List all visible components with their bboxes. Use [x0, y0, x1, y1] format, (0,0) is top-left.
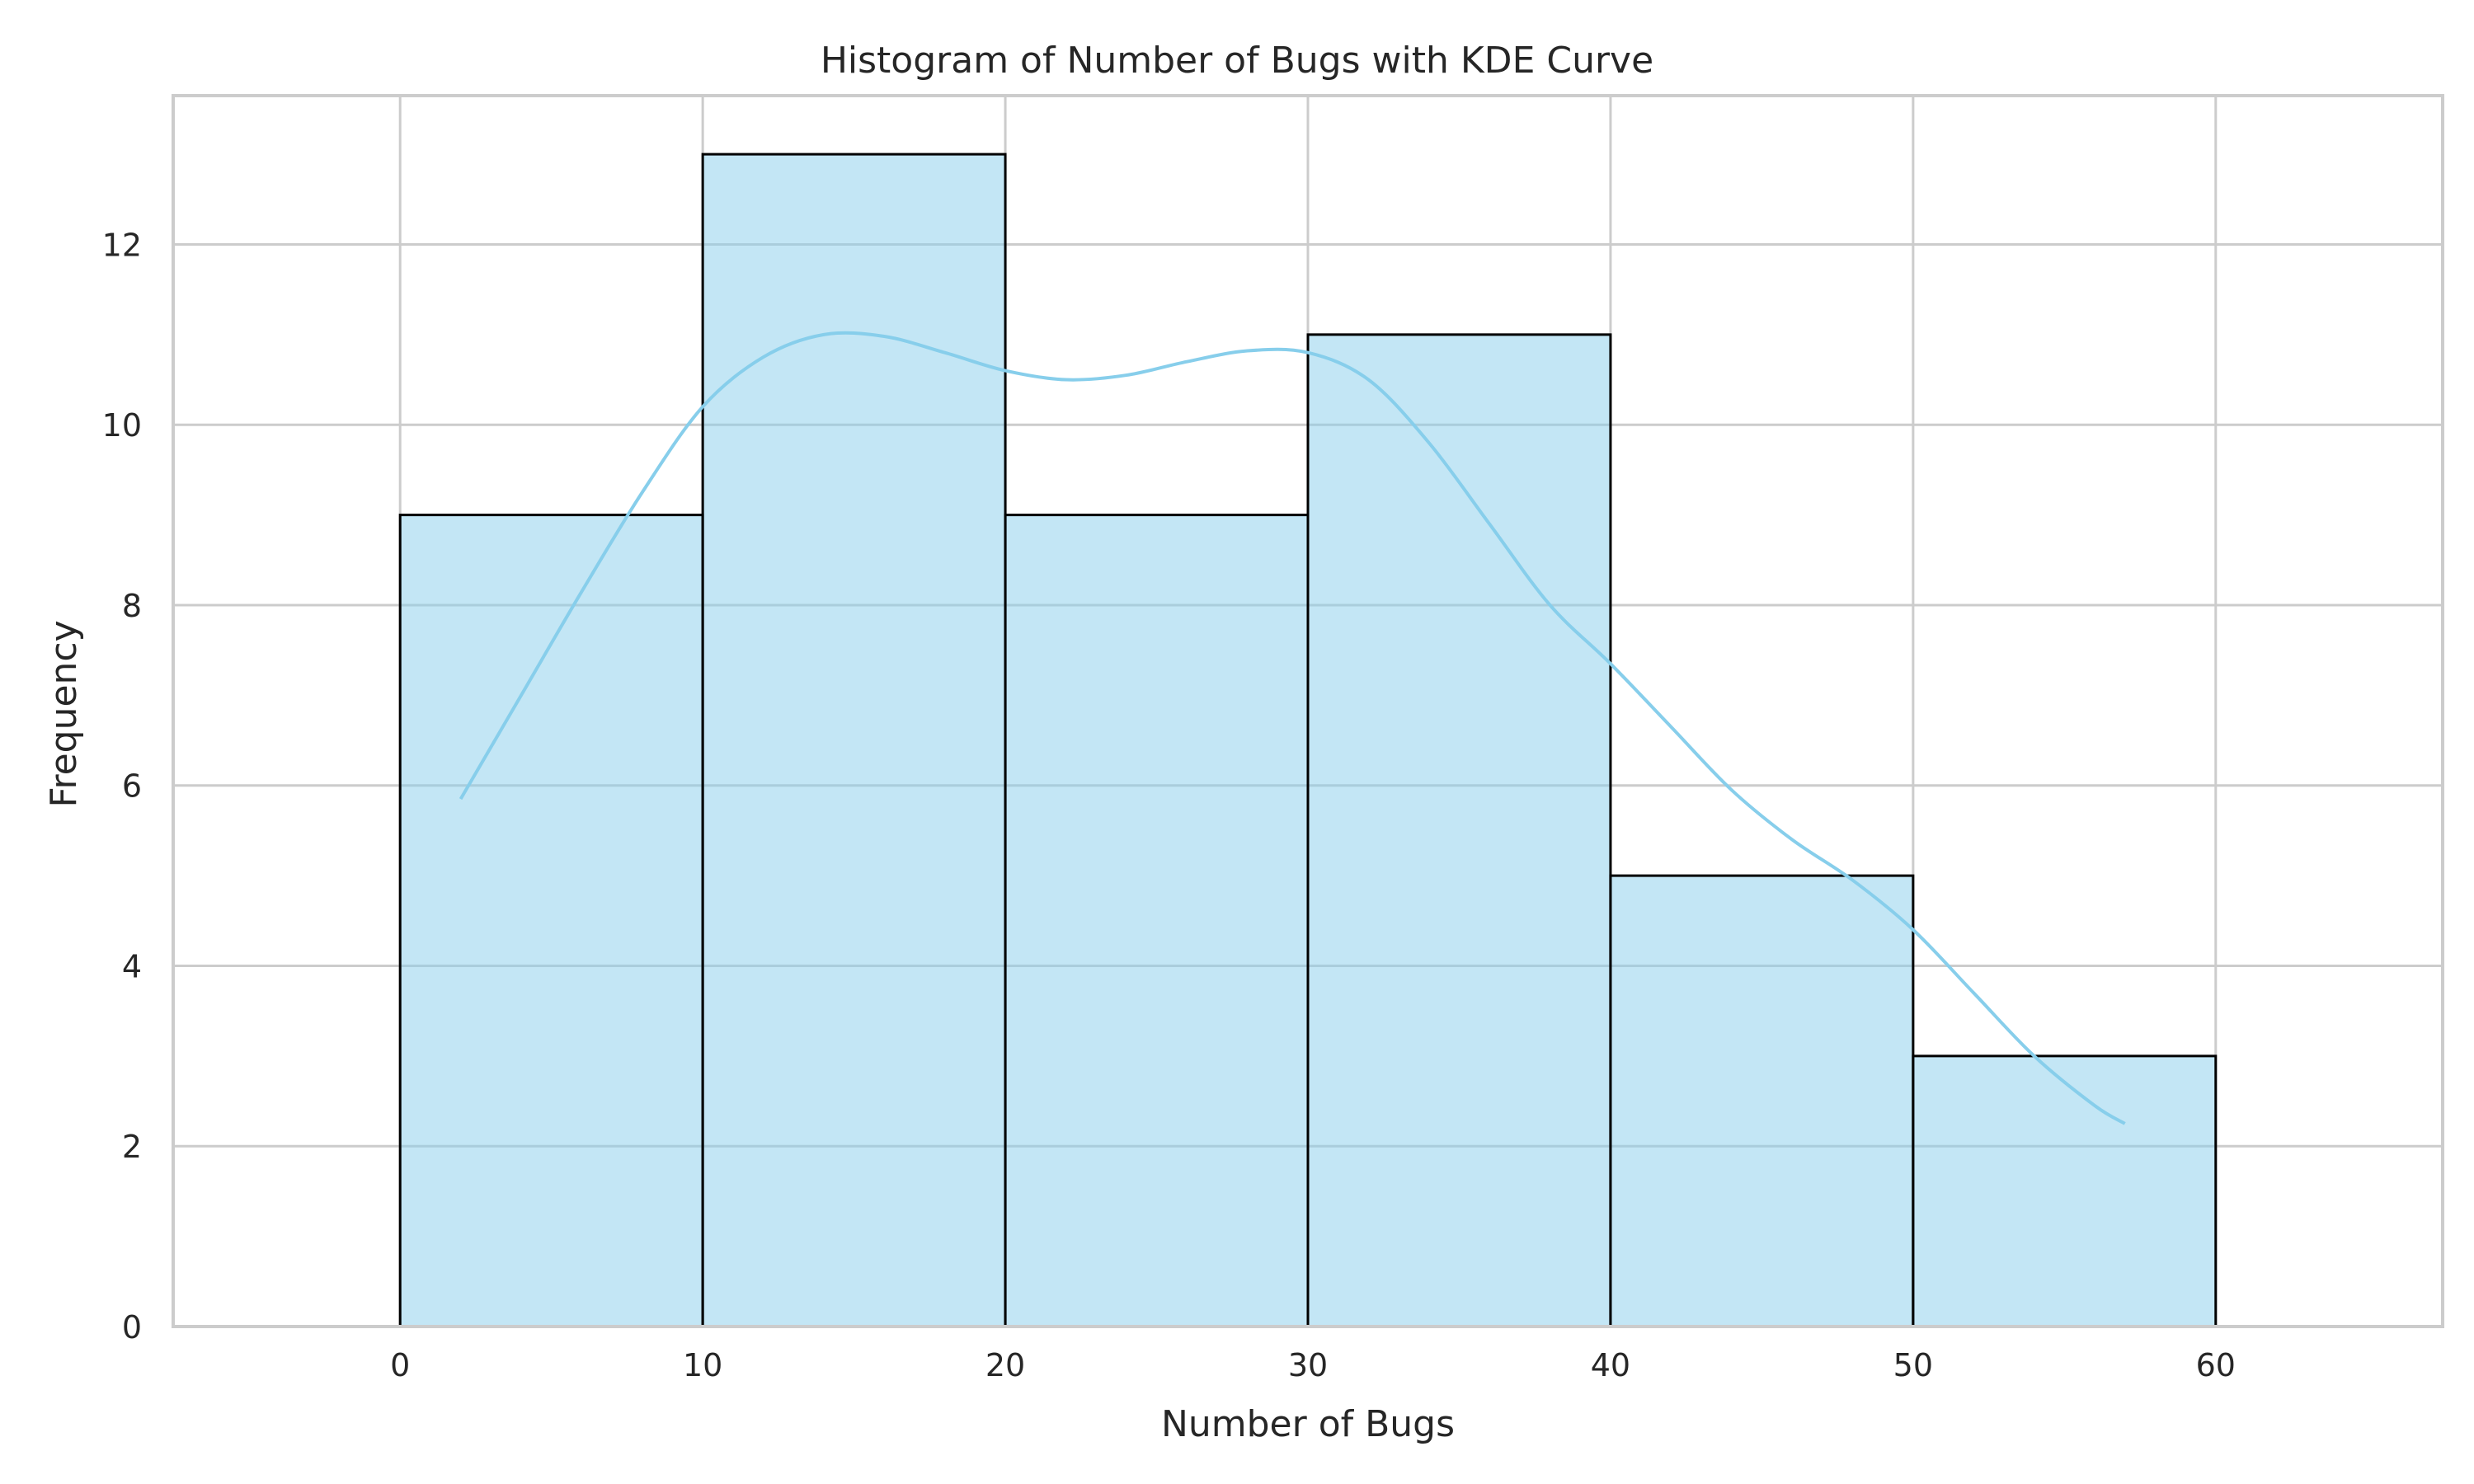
x-tick-label: 40 — [1591, 1347, 1630, 1383]
x-tick-label: 0 — [390, 1347, 410, 1383]
y-tick-label: 8 — [122, 588, 142, 624]
histogram-bar — [1306, 333, 1612, 1328]
y-axis-ticks: 0 2 4 6 8 10 12 — [102, 227, 142, 1345]
y-tick-label: 10 — [102, 407, 142, 444]
chart-title: Histogram of Number of Bugs with KDE Cur… — [821, 40, 1653, 82]
x-axis-label: Number of Bugs — [1161, 1403, 1455, 1445]
histogram-bar — [1004, 514, 1310, 1328]
y-tick-label: 6 — [122, 768, 142, 805]
y-axis-label: Frequency — [43, 620, 85, 807]
plot-frame — [172, 94, 2444, 1328]
histogram-bar — [398, 514, 704, 1328]
y-tick-label: 12 — [102, 227, 142, 263]
y-tick-label: 0 — [122, 1309, 142, 1345]
histogram-bar — [1609, 874, 1915, 1328]
x-tick-label: 10 — [683, 1347, 722, 1383]
histogram-bars — [398, 153, 2218, 1328]
x-tick-label: 20 — [985, 1347, 1025, 1383]
y-tick-label: 4 — [122, 948, 142, 984]
x-tick-label: 60 — [2196, 1347, 2236, 1383]
y-tick-label: 2 — [122, 1129, 142, 1165]
x-tick-label: 50 — [1893, 1347, 1933, 1383]
x-axis-ticks: 0 10 20 30 40 50 60 — [390, 1347, 2236, 1383]
histogram-bar — [701, 153, 1007, 1328]
kde-curve — [459, 331, 2126, 1125]
histogram-bar — [1912, 1054, 2218, 1328]
x-tick-label: 30 — [1288, 1347, 1328, 1383]
